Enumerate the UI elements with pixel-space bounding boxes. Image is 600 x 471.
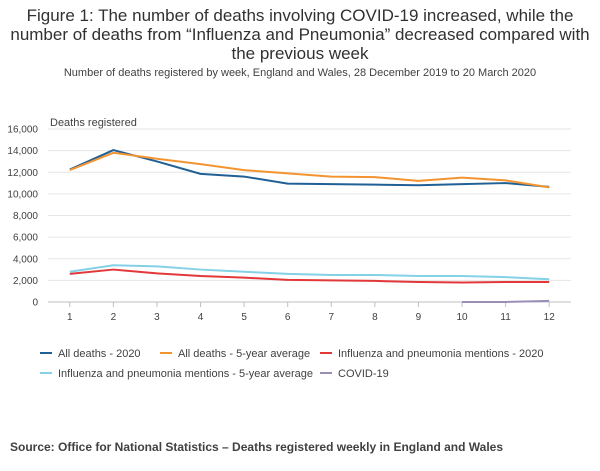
legend-item: Influenza and pneumonia mentions - 2020 — [320, 348, 543, 360]
x-axis-ticks: 1 2 3 4 5 6 7 8 9 10 11 12 — [67, 302, 555, 323]
y-tick-label: 12,000 — [7, 168, 38, 179]
series-line-all-deaths-5-year-average — [69, 151, 550, 189]
y-tick-label: 6,000 — [13, 233, 38, 244]
x-tick-label: 7 — [329, 312, 335, 323]
x-tick-label: 12 — [544, 312, 556, 323]
legend-swatch — [320, 372, 332, 375]
y-tick-label: 16,000 — [7, 125, 38, 136]
series-line-covid-19 — [462, 299, 550, 303]
legend-item: COVID-19 — [320, 368, 389, 380]
legend-label: COVID-19 — [338, 368, 389, 380]
x-tick-label: 4 — [198, 312, 204, 323]
legend-item: Influenza and pneumonia mentions - 5-yea… — [40, 368, 313, 380]
y-tick-label: 0 — [32, 298, 38, 309]
legend-item: All deaths - 5-year average — [160, 348, 310, 360]
x-tick-label: 8 — [372, 312, 378, 323]
y-axis-ticks: 0 2,000 4,000 6,000 8,000 10,000 12,000 14,000 1… — [7, 125, 38, 309]
y-tick-label: 2,000 — [13, 276, 38, 287]
grid-lines — [48, 128, 571, 303]
legend-label: All deaths - 2020 — [58, 348, 141, 360]
legend-label: Influenza and pneumonia mentions - 5-yea… — [58, 368, 313, 380]
chart-title: Figure 1: The number of deaths involving… — [10, 6, 590, 63]
x-tick-label: 6 — [285, 312, 291, 323]
legend-item: All deaths - 2020 — [40, 348, 141, 360]
x-tick-label: 5 — [241, 312, 247, 323]
legend-label: Influenza and pneumonia mentions - 2020 — [338, 348, 544, 360]
series-line-influenza-and-pneumonia-mentions-5-year-average — [69, 264, 550, 281]
series-line-influenza-and-pneumonia-mentions-2020 — [69, 268, 550, 284]
y-axis-label: Deaths registered — [50, 117, 137, 129]
legend-swatch — [320, 352, 332, 355]
legend-swatch — [40, 372, 52, 375]
series-line-all-deaths-2020 — [69, 149, 550, 188]
x-tick-label: 9 — [416, 312, 422, 323]
series-lines — [69, 149, 550, 303]
legend-label: All deaths - 5-year average — [178, 348, 311, 360]
x-tick-label: 11 — [500, 312, 511, 323]
y-tick-label: 14,000 — [7, 146, 38, 157]
chart-subtitle: Number of deaths registered by week, Eng… — [63, 67, 537, 79]
y-tick-label: 8,000 — [13, 211, 38, 222]
x-tick-label: 10 — [456, 312, 468, 323]
source-note: Source: Office for National Statistics –… — [10, 440, 504, 454]
x-tick-label: 1 — [67, 312, 73, 323]
x-tick-label: 3 — [154, 312, 160, 323]
legend-swatch — [160, 352, 172, 355]
x-tick-label: 2 — [111, 312, 117, 323]
legend-swatch — [40, 352, 52, 355]
y-tick-label: 10,000 — [7, 189, 38, 200]
y-tick-label: 4,000 — [13, 254, 38, 265]
